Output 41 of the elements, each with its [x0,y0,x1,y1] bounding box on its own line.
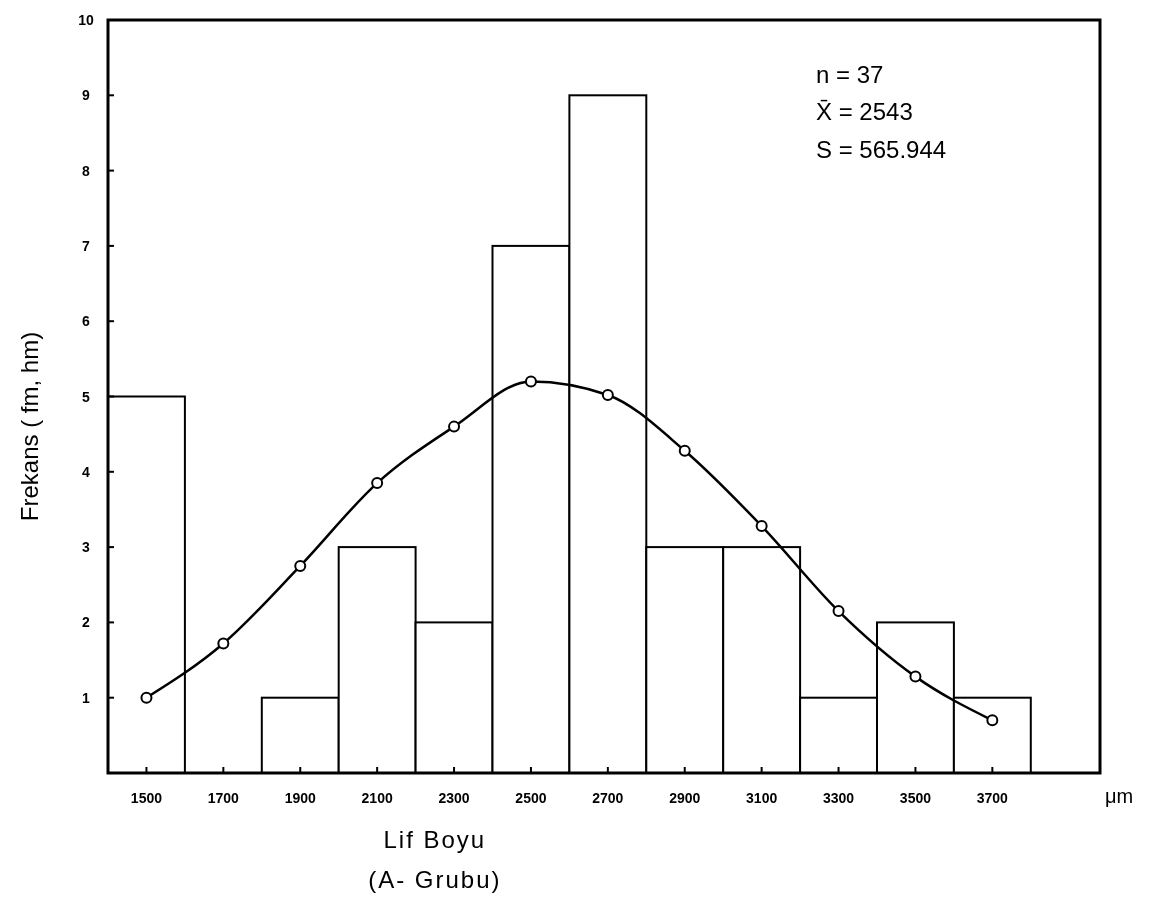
point [294,559,307,572]
y-tick-label: 6 [82,313,91,330]
x-tick-label: 1500 [130,790,163,806]
annotation: X̄ = 2543 [816,98,913,125]
annotation: n = 37 [816,61,884,88]
y-tick-label: 9 [82,87,91,104]
point [678,444,691,457]
y-tick-label: 2 [82,614,91,631]
point [755,520,768,533]
y-tick-label: 5 [82,388,91,405]
y-tick-label: 10 [78,12,94,28]
x-tick-label: 2700 [592,790,624,806]
text: (A- Grubu) [368,866,502,893]
x-tick-label: 3500 [899,790,932,806]
y-tick-label: 3 [82,539,91,556]
y-tick-label: 8 [82,162,91,179]
y-tick-label: 7 [82,237,91,254]
x-tick-label: 3300 [822,790,855,806]
x-tick-label: 3700 [976,790,1009,806]
point [524,375,537,388]
x-tick-label: 2100 [361,790,393,806]
point [371,477,384,490]
y-axis-title: Frekans ( fm, hm) [16,331,43,522]
point [986,714,999,727]
x-tick-label: 3100 [746,790,778,806]
point [140,691,153,704]
point [909,670,922,683]
x-tick-label: 1900 [284,790,317,806]
x-tick-label: 2300 [438,790,470,806]
x-tick-label: 2900 [669,790,701,806]
y-tick-label: 1 [82,689,91,706]
point [601,388,614,401]
y-tick-label: 4 [82,463,91,480]
x-tick-label: 1700 [207,790,240,806]
annotation: S = 565.944 [816,136,947,163]
point [217,637,230,650]
point [832,605,845,618]
x-axis-title: Lif Boyu [383,826,487,853]
x-tick-label: 2500 [515,790,547,806]
point [448,420,461,433]
text: μm [1105,785,1134,807]
